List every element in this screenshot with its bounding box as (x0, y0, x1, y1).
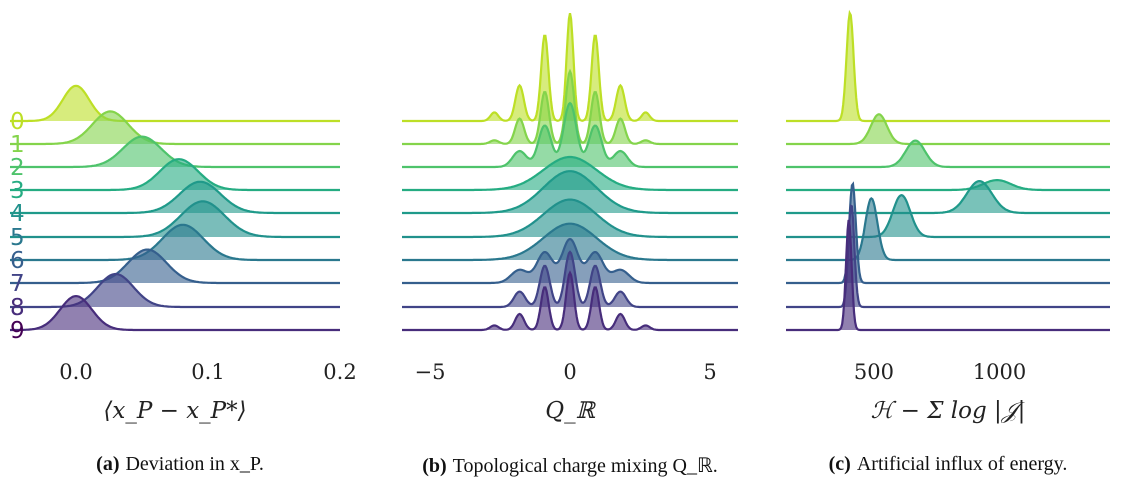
ridge-fill-b-9 (402, 272, 738, 330)
caption-c: (c) Artificial influx of energy. (770, 453, 1126, 476)
row-label-5: 5 (10, 225, 25, 251)
xtick-c: 500 (854, 360, 894, 384)
ridge-line-a-3 (10, 158, 340, 192)
ridge-line-b-4 (402, 170, 738, 215)
ridge-fill-a-6 (10, 224, 340, 260)
ridge-line-b-2 (402, 101, 738, 169)
ridge-line-a-9 (10, 294, 340, 332)
ridge-fill-a-8 (10, 274, 340, 307)
ridge-line-c-0 (786, 9, 1110, 123)
row-label-8: 8 (10, 295, 25, 321)
ridge-line-a-7 (10, 248, 340, 285)
caption-a: (a) Deviation in x_P. (0, 453, 360, 476)
caption-b-tag: (b) (422, 455, 447, 477)
caption-c-text: Artificial influx of energy. (856, 453, 1068, 475)
caption-b-text: Topological charge mixing Q_ℝ. (452, 455, 718, 477)
row-label-0: 0 (10, 109, 25, 135)
ridge-line-c-2 (786, 139, 1110, 169)
caption-a-tag: (a) (96, 453, 120, 475)
row-label-9: 9 (10, 318, 25, 344)
caption-a-text: Deviation in x_P. (125, 453, 264, 475)
ridge-line-b-1 (402, 68, 738, 146)
ridge-fill-a-4 (10, 181, 340, 213)
ridge-line-c-4 (786, 179, 1110, 215)
xlabel-c: ℋ − Σ log |𝒥| (871, 398, 1026, 424)
ridge-line-b-7 (402, 237, 738, 285)
ridge-line-c-9 (786, 219, 1110, 332)
ridge-line-c-1 (786, 113, 1110, 146)
ridge-line-c-8 (786, 204, 1110, 309)
ridge-fill-c-8 (786, 205, 1110, 307)
ridge-line-b-5 (402, 198, 738, 239)
xtick-c: 1000 (973, 360, 1026, 384)
ridge-line-a-0 (10, 84, 340, 123)
ridge-line-a-4 (10, 180, 340, 215)
xlabel-a: ⟨x_P − x_P*⟩ (103, 398, 246, 424)
panel-c-energy-influx-chart: 500 1000 ℋ − Σ log |𝒥| (786, 9, 1110, 424)
ridge-fill-c-6 (786, 198, 1110, 260)
ridge-line-a-1 (10, 110, 340, 146)
row-label-4: 4 (10, 201, 25, 227)
caption-b: (b) Topological charge mixing Q_ℝ. (380, 453, 760, 478)
ridge-fill-c-4 (786, 181, 1110, 213)
xtick-a: 0.2 (323, 360, 356, 384)
xlabel-b: Q_ℝ (545, 398, 596, 424)
ridge-fill-a-3 (10, 159, 340, 190)
ridge-fill-c-9 (786, 220, 1110, 330)
ridge-fill-a-0 (10, 85, 340, 121)
ridge-fill-a-9 (10, 296, 340, 330)
ridge-line-a-5 (10, 200, 340, 239)
row-label-3: 3 (10, 178, 25, 204)
xtick-b: 5 (703, 360, 716, 384)
xtick-b: 0 (563, 360, 576, 384)
ridge-line-b-3 (402, 155, 738, 192)
ridge-line-c-7 (786, 181, 1110, 285)
xtick-a: 0.0 (59, 360, 92, 384)
ridge-line-b-6 (402, 222, 738, 262)
ridge-fill-c-1 (786, 114, 1110, 144)
ridge-fill-b-0 (402, 13, 738, 122)
ridge-fill-a-1 (10, 111, 340, 144)
ridge-fill-b-5 (402, 199, 738, 237)
ridge-line-b-9 (402, 270, 738, 332)
ridge-fill-a-7 (10, 249, 340, 283)
row-label-2: 2 (10, 155, 25, 181)
ridge-fill-c-5 (786, 195, 1110, 237)
row-label-6: 6 (10, 248, 25, 274)
ridge-fill-c-0 (786, 13, 1110, 122)
ridge-fill-c-7 (786, 184, 1110, 283)
ridge-line-b-8 (402, 250, 738, 309)
ridge-fill-c-3 (786, 180, 1110, 190)
ridge-line-a-6 (10, 223, 340, 262)
row-label-1: 1 (10, 132, 25, 158)
ridge-fill-b-2 (402, 103, 738, 167)
ridge-fill-b-4 (402, 171, 738, 213)
panel-b-topological-charge-chart: −5 0 5 Q_ℝ (402, 12, 738, 424)
ridge-line-c-3 (786, 179, 1110, 192)
caption-c-tag: (c) (828, 453, 851, 475)
row-label-7: 7 (10, 271, 25, 297)
xtick-b: −5 (415, 360, 446, 384)
ridge-line-c-5 (786, 194, 1110, 239)
xtick-a: 0.1 (191, 360, 224, 384)
ridge-line-b-0 (402, 12, 738, 123)
ridge-line-c-6 (786, 196, 1110, 262)
